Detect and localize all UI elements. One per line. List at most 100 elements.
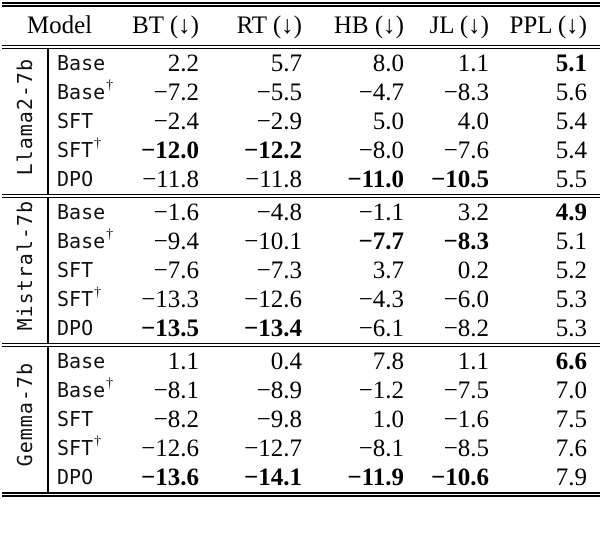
results-table: Model BT (↓) RT (↓) HB (↓) JL (↓) PPL (↓… — [2, 2, 600, 497]
table-row: DPO −13.6 −14.1 −11.9 −10.6 7.9 — [2, 463, 600, 495]
metric-value: 7.5 — [555, 406, 587, 433]
table-row: SFT† −12.6 −12.7 −8.1 −8.5 7.6 — [2, 434, 600, 463]
metric-value: −8.3 — [443, 79, 489, 106]
dagger-mark: † — [94, 434, 102, 450]
group-label: Gemma-7b — [2, 345, 48, 495]
metric-value: 5.5 — [555, 166, 587, 193]
model-name: DPO — [47, 165, 117, 196]
table-row: Gemma-7b Base 1.1 0.4 7.8 1.1 6.6 — [2, 345, 600, 467]
table-row: SFT† −12.0 −12.2 −8.0 −7.6 5.4 — [2, 136, 600, 165]
dagger-mark: † — [106, 227, 114, 243]
table-row: DPO −13.5 −13.4 −6.1 −8.2 5.3 — [2, 314, 600, 345]
metric-value: −7.6 — [153, 257, 199, 284]
header-row: Model BT (↓) RT (↓) HB (↓) JL (↓) PPL (↓… — [2, 5, 600, 48]
metric-value: −8.5 — [443, 435, 489, 462]
metric-value: 5.3 — [555, 315, 587, 342]
metric-value: −8.2 — [443, 315, 489, 342]
column-header-bt: BT (↓) — [132, 12, 199, 39]
metric-value: 4.9 — [555, 199, 587, 226]
group-label-text: Llama2-7b — [12, 57, 37, 176]
metric-value: 8.0 — [372, 50, 404, 77]
metric-value: −8.2 — [153, 406, 199, 433]
model-name: Base† — [47, 227, 117, 256]
metric-value: 5.4 — [555, 137, 587, 164]
metric-value: −12.2 — [244, 137, 302, 164]
table-header: Model BT (↓) RT (↓) HB (↓) JL (↓) PPL (↓… — [2, 5, 600, 48]
column-header-hb: HB (↓) — [333, 12, 404, 39]
metric-value: 5.6 — [555, 79, 587, 106]
model-name: SFT† — [47, 136, 117, 165]
metric-value: 7.6 — [555, 435, 587, 462]
metric-value: 1.0 — [372, 406, 404, 433]
metric-value: 5.1 — [555, 50, 587, 77]
metric-value: −9.8 — [256, 406, 302, 433]
metric-value: −4.7 — [358, 79, 404, 106]
metric-value: −13.6 — [141, 464, 199, 491]
metric-value: −7.6 — [443, 137, 489, 164]
table-row: Llama2-7b Base 2.2 5.7 8.0 1.1 5.1 — [2, 47, 600, 175]
group-label: Mistral-7b — [2, 196, 48, 345]
metric-value: −12.6 — [141, 435, 199, 462]
metric-value: −11.0 — [347, 166, 404, 193]
metric-value: 5.7 — [270, 50, 302, 77]
metric-value: 4.0 — [457, 108, 489, 135]
metric-value: −10.6 — [431, 464, 489, 491]
metric-value: 5.4 — [555, 108, 587, 135]
column-header-ppl: PPL (↓) — [509, 12, 587, 39]
metric-value: 6.6 — [555, 348, 587, 375]
table-row: DPO −11.8 −11.8 −11.0 −10.5 5.5 — [2, 165, 600, 196]
metric-value: −8.1 — [153, 377, 199, 404]
model-name: SFT† — [47, 434, 117, 463]
metric-value: −6.0 — [443, 286, 489, 313]
metric-value: 0.4 — [270, 348, 302, 375]
metric-value: −7.7 — [358, 228, 405, 255]
metric-value: 3.2 — [457, 199, 489, 226]
model-name: SFT — [47, 256, 117, 285]
metric-value: −8.0 — [358, 137, 404, 164]
metric-value: −11.8 — [142, 166, 199, 193]
metric-value: −14.1 — [244, 464, 302, 491]
model-name: Base — [47, 196, 117, 227]
metric-value: −4.8 — [256, 199, 302, 226]
column-header-jl: JL (↓) — [429, 12, 489, 39]
metric-value: −2.9 — [256, 108, 302, 135]
column-header-rt: RT (↓) — [236, 12, 302, 39]
model-name: DPO — [47, 463, 117, 495]
column-header-model: Model — [26, 12, 93, 39]
dagger-mark: † — [106, 376, 114, 392]
metric-value: −1.6 — [443, 406, 489, 433]
metric-value: −4.3 — [358, 286, 404, 313]
metric-value: 5.0 — [372, 108, 404, 135]
model-name: Base — [47, 345, 117, 376]
table-row: Base† −7.2 −5.5 −4.7 −8.3 5.6 — [2, 78, 600, 107]
table-row: SFT −8.2 −9.8 1.0 −1.6 7.5 — [2, 405, 600, 434]
metric-value: −1.6 — [153, 199, 199, 226]
metric-value: 5.3 — [555, 286, 587, 313]
metric-value: 1.1 — [457, 348, 489, 375]
metric-value: −13.5 — [141, 315, 199, 342]
model-group-gemma-7b: Gemma-7b Base 1.1 0.4 7.8 1.1 6.6 Base† −8.1 −8.9… — [2, 345, 600, 495]
metric-value: 5.2 — [555, 257, 587, 284]
table-row: SFT −7.6 −7.3 3.7 0.2 5.2 — [2, 256, 600, 285]
group-label: Llama2-7b — [2, 47, 48, 196]
model-name: SFT — [47, 405, 117, 434]
metric-value: −2.4 — [153, 108, 199, 135]
metric-value: 2.2 — [167, 50, 199, 77]
metric-value: 7.0 — [555, 377, 587, 404]
table-row: Mistral-7b Base −1.6 −4.8 −1.1 3.2 4.9 — [2, 196, 600, 331]
group-label-text: Mistral-7b — [12, 200, 37, 331]
metric-value: −11.9 — [347, 464, 404, 491]
dagger-mark: † — [106, 78, 114, 94]
metric-value: −8.1 — [358, 435, 404, 462]
metric-value: −10.1 — [244, 228, 302, 255]
metric-value: −8.9 — [256, 377, 302, 404]
model-name: Base† — [47, 376, 117, 405]
metric-value: 0.2 — [457, 257, 489, 284]
metric-value: −7.2 — [153, 79, 199, 106]
metric-value: −8.3 — [443, 228, 490, 255]
model-group-llama2-7b: Llama2-7b Base 2.2 5.7 8.0 1.1 5.1 Base† −7.2 −5.… — [2, 47, 600, 196]
metric-value: −13.4 — [244, 315, 302, 342]
table-row: SFT† −13.3 −12.6 −4.3 −6.0 5.3 — [2, 285, 600, 314]
metric-value: −11.8 — [245, 166, 302, 193]
metric-value: −9.4 — [153, 228, 199, 255]
